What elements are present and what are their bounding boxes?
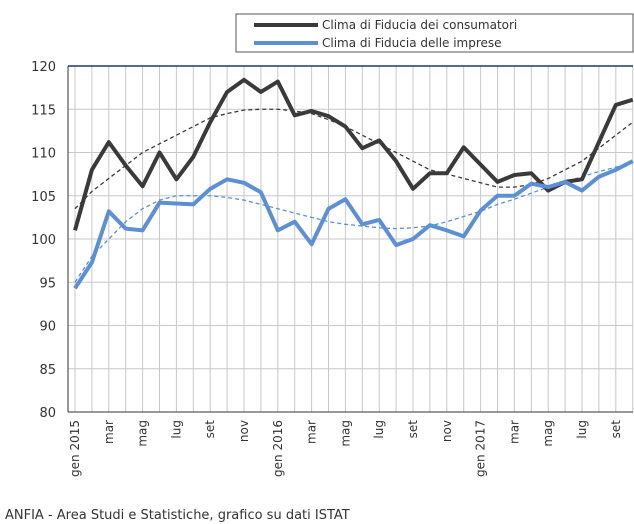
x-tick-label: mag bbox=[136, 420, 150, 447]
y-tick-label: 105 bbox=[31, 190, 56, 205]
legend-label: Clima di Fiducia delle imprese bbox=[322, 36, 502, 50]
x-tick-label: set bbox=[406, 420, 420, 439]
y-tick-label: 110 bbox=[31, 147, 56, 162]
series-line bbox=[73, 77, 634, 231]
x-tick-label: gen 2016 bbox=[271, 420, 285, 477]
y-tick-label: 95 bbox=[39, 276, 56, 291]
x-tick-label: mag bbox=[338, 420, 352, 447]
y-tick-label: 120 bbox=[31, 60, 56, 75]
trend-line bbox=[74, 108, 634, 210]
source: ANFIA - Area Studi e Statistiche, grafic… bbox=[5, 508, 350, 523]
legend-label: Clima di Fiducia dei consumatori bbox=[322, 18, 517, 32]
x-tick-label: lug bbox=[575, 420, 589, 439]
y-tick-label: 115 bbox=[31, 103, 56, 118]
legend-box bbox=[235, 13, 634, 53]
x-tick-label: mag bbox=[541, 420, 555, 447]
y-tick-label: 90 bbox=[39, 320, 56, 335]
series-line bbox=[73, 159, 634, 290]
trend-line bbox=[74, 162, 633, 283]
y-tick-label: 100 bbox=[31, 233, 56, 248]
x-tick-label: mar bbox=[305, 420, 319, 444]
x-tick-label: lug bbox=[169, 420, 183, 439]
y-tick-label: 80 bbox=[39, 406, 56, 421]
x-tick-label: set bbox=[609, 420, 623, 439]
x-tick-label: mar bbox=[507, 420, 521, 444]
y-tick-label: 85 bbox=[39, 363, 56, 378]
x-tick-label: nov bbox=[440, 420, 454, 442]
x-tick-label: gen 2017 bbox=[474, 420, 488, 477]
x-tick-label: nov bbox=[237, 420, 251, 442]
x-tick-label: gen 2015 bbox=[68, 420, 82, 477]
x-tick-label: lug bbox=[372, 420, 386, 439]
x-tick-label: mar bbox=[102, 420, 116, 444]
x-tick-label: set bbox=[203, 420, 217, 439]
